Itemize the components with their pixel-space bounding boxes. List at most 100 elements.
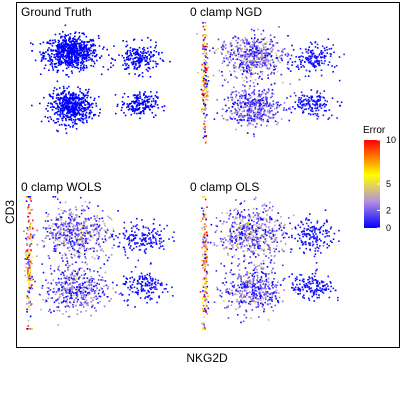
- data-point: [33, 234, 36, 236]
- data-point: [58, 269, 61, 272]
- data-point: [266, 91, 268, 94]
- data-point: [98, 234, 101, 236]
- data-point: [44, 220, 47, 222]
- data-point: [235, 66, 237, 68]
- data-point: [86, 50, 88, 53]
- data-point: [90, 44, 92, 46]
- data-point: [205, 238, 208, 240]
- data-point: [234, 232, 236, 234]
- data-point: [52, 49, 55, 52]
- data-point: [308, 96, 310, 99]
- data-point: [139, 297, 142, 299]
- data-point: [124, 283, 126, 286]
- data-point: [68, 214, 71, 216]
- data-point: [252, 112, 255, 115]
- data-point: [81, 92, 83, 94]
- data-point: [129, 47, 132, 49]
- data-point: [27, 267, 29, 270]
- data-point: [247, 42, 250, 44]
- data-point: [205, 61, 208, 64]
- data-point: [68, 51, 70, 53]
- data-point: [268, 109, 271, 112]
- data-point: [74, 112, 77, 115]
- data-point: [42, 227, 45, 229]
- data-point: [70, 43, 73, 46]
- data-point: [137, 280, 139, 282]
- data-point: [319, 99, 321, 102]
- data-point: [70, 256, 72, 258]
- data-point: [127, 304, 129, 307]
- data-point: [26, 258, 28, 260]
- data-point: [51, 60, 54, 63]
- data-point: [203, 82, 206, 84]
- data-point: [251, 103, 254, 105]
- data-point: [95, 227, 98, 230]
- data-point: [66, 87, 68, 90]
- data-point: [143, 93, 145, 95]
- data-point: [66, 74, 68, 76]
- data-point: [80, 233, 82, 235]
- data-point: [62, 41, 64, 44]
- data-point: [230, 59, 232, 62]
- data-point: [81, 57, 84, 60]
- data-point: [259, 226, 261, 229]
- data-point: [55, 233, 57, 235]
- data-point: [318, 60, 320, 62]
- data-point: [234, 53, 236, 56]
- data-point: [76, 313, 79, 315]
- data-point: [74, 206, 77, 208]
- data-point: [79, 301, 82, 304]
- data-point: [289, 95, 292, 98]
- data-point: [202, 39, 205, 42]
- data-point: [131, 110, 134, 112]
- data-point: [154, 286, 157, 288]
- data-point: [204, 109, 206, 112]
- data-point: [130, 271, 133, 273]
- data-point: [62, 53, 65, 56]
- data-point: [63, 274, 66, 277]
- data-point: [68, 39, 70, 42]
- data-point: [91, 228, 94, 231]
- data-point: [80, 297, 83, 299]
- data-point: [80, 212, 83, 215]
- data-point: [45, 299, 47, 302]
- data-point: [306, 103, 308, 105]
- data-point: [135, 62, 137, 65]
- data-point: [75, 277, 77, 280]
- data-point: [146, 283, 148, 286]
- data-point: [239, 62, 242, 65]
- data-point: [238, 108, 241, 111]
- data-point: [74, 281, 76, 284]
- data-point: [236, 234, 238, 236]
- data-point: [314, 54, 317, 57]
- data-point: [92, 40, 95, 42]
- data-point: [150, 279, 153, 282]
- data-point: [62, 85, 65, 88]
- data-point: [90, 287, 93, 290]
- data-point: [203, 43, 206, 46]
- data-point: [271, 230, 273, 233]
- data-point: [90, 314, 92, 317]
- data-point: [113, 45, 115, 47]
- data-point: [79, 283, 81, 285]
- data-point: [150, 52, 152, 54]
- data-point: [156, 301, 158, 304]
- data-point: [80, 102, 82, 105]
- data-point: [159, 237, 161, 240]
- data-point: [83, 286, 85, 289]
- data-point: [58, 213, 61, 216]
- data-point: [256, 61, 258, 64]
- data-point: [58, 40, 60, 42]
- data-point: [233, 112, 236, 114]
- data-point: [166, 224, 168, 227]
- data-point: [63, 102, 66, 105]
- data-point: [234, 118, 236, 120]
- data-point: [136, 101, 138, 103]
- data-point: [288, 107, 290, 110]
- data-point: [304, 61, 306, 63]
- data-point: [85, 111, 88, 114]
- data-point: [57, 44, 59, 46]
- data-point: [81, 32, 83, 35]
- data-point: [75, 237, 77, 240]
- data-point: [61, 61, 63, 63]
